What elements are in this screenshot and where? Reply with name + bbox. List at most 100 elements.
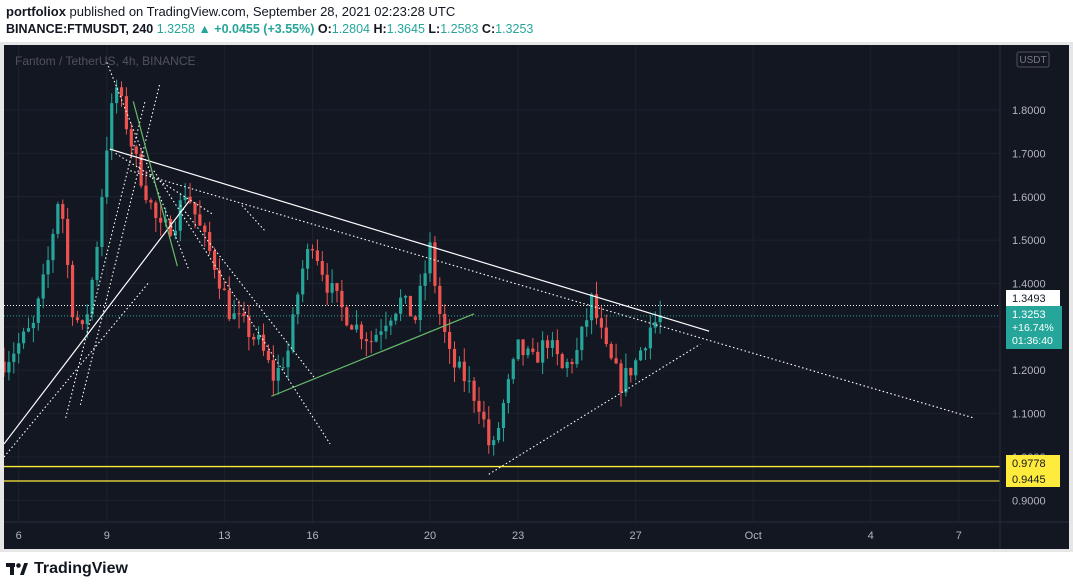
candle-bear bbox=[536, 351, 540, 363]
countdown-text: 01:36:40 bbox=[1012, 335, 1053, 347]
tradingview-logo-icon bbox=[6, 563, 28, 575]
candle-bear bbox=[413, 316, 417, 321]
support-tag-2-text: 0.9445 bbox=[1012, 474, 1046, 486]
candle-bear bbox=[134, 146, 138, 154]
candle-bear bbox=[212, 250, 217, 270]
chart-background bbox=[4, 45, 1069, 549]
candle-bear bbox=[247, 316, 251, 337]
candle-bull bbox=[467, 380, 471, 382]
candle-bear bbox=[477, 400, 481, 412]
candle-bear bbox=[555, 340, 559, 355]
candle-bear bbox=[222, 288, 226, 291]
date-tick-label: 16 bbox=[306, 530, 318, 542]
candle-bear bbox=[448, 331, 452, 349]
dotted-trendline bbox=[241, 205, 266, 232]
candle-bear bbox=[619, 363, 623, 393]
candle-bull bbox=[56, 204, 60, 234]
candle-bear bbox=[193, 202, 197, 215]
candle-bull bbox=[423, 273, 427, 286]
candle-bull bbox=[100, 197, 104, 247]
candle-bear bbox=[154, 202, 158, 218]
candle-bear bbox=[614, 358, 618, 364]
candle-bear bbox=[570, 361, 574, 365]
high-value: 1.3645 bbox=[386, 22, 425, 36]
candle-bull bbox=[565, 361, 569, 369]
trendline bbox=[109, 148, 710, 332]
candle-bull bbox=[178, 200, 182, 231]
candle-bear bbox=[242, 313, 246, 317]
candle-bull bbox=[183, 196, 187, 201]
candle-bear bbox=[531, 348, 535, 352]
dotted-trendline bbox=[115, 152, 213, 215]
candle-bull bbox=[374, 334, 378, 342]
candle-bull bbox=[516, 339, 520, 360]
candle-bull bbox=[379, 331, 383, 335]
candle-bear bbox=[335, 283, 339, 291]
dotted-trendline bbox=[79, 83, 161, 406]
candle-bull bbox=[580, 326, 584, 351]
candle-bear bbox=[266, 350, 271, 361]
candle-bull bbox=[51, 233, 55, 261]
candle-bear bbox=[452, 348, 457, 368]
last-change-text: +16.74% bbox=[1012, 322, 1054, 334]
candle-bear bbox=[443, 313, 447, 332]
change-value: ▲ +0.0455 (+3.55%) bbox=[198, 22, 315, 36]
candle-bull bbox=[585, 320, 589, 327]
candle-bull bbox=[541, 340, 545, 363]
chart-title: Fantom / TetherUS, 4h, BINANCE bbox=[15, 54, 196, 68]
date-tick-label: 6 bbox=[16, 530, 22, 542]
candle-bull bbox=[173, 230, 177, 236]
candle-bull bbox=[457, 361, 461, 368]
low-value: 1.2583 bbox=[440, 22, 479, 36]
candle-bull bbox=[624, 367, 628, 393]
trendline bbox=[4, 200, 190, 445]
candle-bull bbox=[291, 314, 295, 351]
candle-bull bbox=[384, 325, 388, 332]
candle-bull bbox=[511, 359, 515, 380]
publisher-name[interactable]: portfoliox bbox=[6, 4, 66, 19]
candle-bear bbox=[188, 196, 192, 203]
date-tick-label: 20 bbox=[424, 530, 436, 542]
candle-bull bbox=[301, 268, 305, 295]
candle-bull bbox=[36, 298, 40, 323]
support-tag-1: 0.9778 bbox=[1006, 455, 1060, 471]
trendlines bbox=[4, 62, 974, 475]
date-tick-label: 9 bbox=[104, 530, 110, 542]
candle-bear bbox=[438, 285, 442, 314]
price-tick-label: 1.6000 bbox=[1012, 192, 1046, 204]
price-tick-label: 1.8000 bbox=[1012, 105, 1046, 117]
currency-badge[interactable]: USDT bbox=[1016, 51, 1050, 68]
currency-label: USDT bbox=[1019, 55, 1046, 66]
candle-bear bbox=[75, 317, 80, 321]
candle-bear bbox=[599, 318, 604, 328]
candle-bull bbox=[643, 348, 648, 351]
candle-bear bbox=[70, 264, 75, 318]
candle-bear bbox=[325, 274, 329, 293]
publish-info: portfoliox published on TradingView.com,… bbox=[6, 4, 455, 19]
tradingview-logo[interactable]: TradingView bbox=[6, 558, 128, 580]
open-label: O: bbox=[317, 22, 332, 36]
candle-bear bbox=[359, 324, 364, 340]
candle-bear bbox=[487, 419, 491, 446]
candle-bull bbox=[41, 274, 45, 299]
date-tick-label: 4 bbox=[868, 530, 874, 542]
close-label: C: bbox=[481, 22, 496, 36]
candle-bear bbox=[80, 320, 84, 325]
candle-bull bbox=[496, 428, 501, 441]
low-label: L: bbox=[428, 22, 441, 36]
candle-bear bbox=[252, 336, 256, 340]
candle-bear bbox=[159, 217, 163, 223]
candle-bear bbox=[208, 232, 212, 251]
candle-bull bbox=[110, 103, 114, 151]
candle-bear bbox=[433, 242, 437, 286]
candle-bull bbox=[90, 279, 94, 315]
candle-bull bbox=[31, 322, 35, 329]
candle-bear bbox=[629, 367, 633, 376]
candle-bull bbox=[26, 328, 31, 332]
candle-bull bbox=[21, 331, 26, 344]
dotted-trendline bbox=[106, 62, 190, 271]
candle-bull bbox=[7, 362, 11, 373]
candle-bear bbox=[462, 361, 466, 382]
time-axis[interactable]: 6 9 13 16 20 23 27 Oct 4 7 bbox=[16, 530, 962, 542]
price-chart[interactable]: 0.90001.00001.10001.20001.30001.40001.50… bbox=[4, 45, 1069, 549]
